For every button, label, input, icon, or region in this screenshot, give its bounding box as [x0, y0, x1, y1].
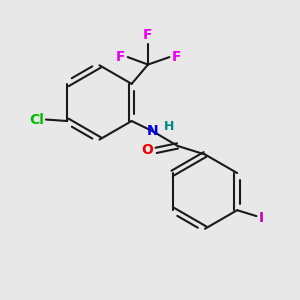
Text: Cl: Cl: [29, 112, 44, 127]
Text: F: F: [172, 50, 181, 64]
Text: I: I: [259, 211, 264, 225]
Text: N: N: [147, 124, 159, 138]
Text: O: O: [141, 143, 153, 158]
Text: H: H: [164, 120, 175, 133]
Text: F: F: [143, 28, 153, 42]
Text: F: F: [116, 50, 126, 64]
